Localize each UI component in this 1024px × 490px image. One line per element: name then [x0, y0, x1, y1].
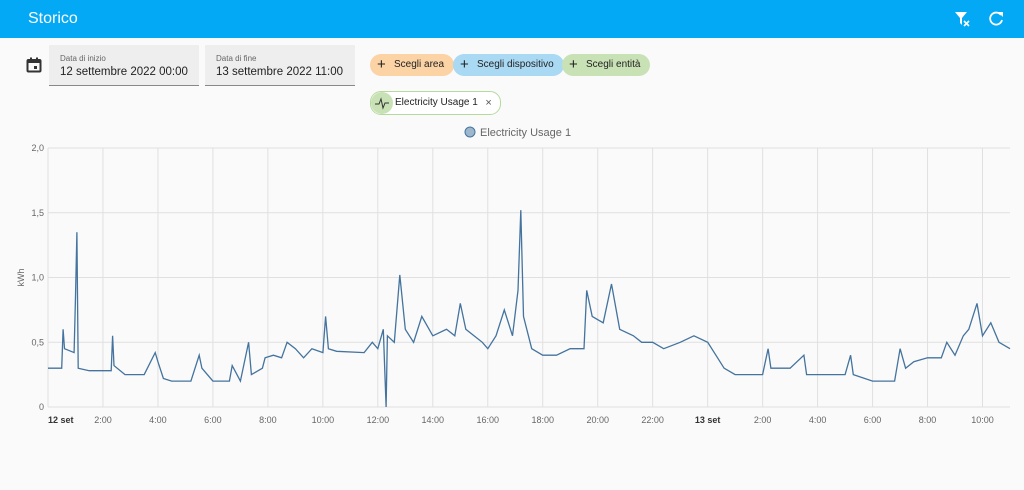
chip-label: Scegli entità [586, 59, 641, 70]
start-label: Data di inizio [60, 54, 106, 63]
x-tick-label: 16:00 [477, 415, 500, 425]
y-tick-label: 0,5 [31, 337, 44, 347]
x-tick-label: 20:00 [586, 415, 609, 425]
end-date[interactable]: Data di fine 13 settembre 2022 11:00 [205, 45, 355, 86]
calendar-icon[interactable] [26, 57, 42, 73]
page-title: Storico [28, 10, 78, 27]
y-tick-label: 1,5 [31, 208, 44, 218]
legend-label: Electricity Usage 1 [480, 127, 571, 139]
y-tick-label: 0 [39, 402, 44, 412]
remove-icon[interactable]: × [485, 97, 492, 109]
x-tick-label: 8:00 [919, 415, 937, 425]
x-tick-label: 10:00 [312, 415, 335, 425]
refresh-icon[interactable] [989, 11, 1004, 26]
x-tick-label: 4:00 [149, 415, 167, 425]
y-tick-label: 1,0 [31, 273, 44, 283]
x-tick-label: 14:00 [422, 415, 445, 425]
x-tick-label: 12 set [48, 415, 74, 425]
x-tick-label: 12:00 [367, 415, 390, 425]
x-tick-label: 18:00 [531, 415, 554, 425]
data-line [48, 210, 1011, 408]
chart: 0 0,5 1,0 1,5 2,0 12 set 2:00 4:00 6:00 8:00 10:00… [16, 126, 1011, 425]
x-tick-label: 2:00 [754, 415, 772, 425]
legend-swatch [464, 126, 476, 138]
x-tick-label: 2:00 [94, 415, 112, 425]
chip-label: Scegli area [394, 59, 445, 70]
x-tick-label: 6:00 [204, 415, 222, 425]
x-tick-label: 8:00 [259, 415, 277, 425]
chip-label: Scegli dispositivo [477, 59, 554, 70]
end-label: Data di fine [216, 54, 257, 63]
entity-icon [371, 92, 393, 114]
x-tick-label: 4:00 [809, 415, 827, 425]
area-chip[interactable]: + Scegli area [370, 54, 455, 76]
y-tick-label: 2,0 [31, 143, 44, 153]
x-tick-label: 10:00 [971, 415, 994, 425]
start-date[interactable]: Data di inizio 12 settembre 2022 00:00 [49, 45, 199, 86]
entity-label: Electricity Usage 1 [395, 97, 478, 108]
clear-filter-icon[interactable] [954, 11, 970, 27]
x-tick-label: 22:00 [641, 415, 664, 425]
selected-entity[interactable]: Electricity Usage 1 × [370, 91, 501, 115]
x-tick-label: 6:00 [864, 415, 882, 425]
start-value: 12 settembre 2022 00:00 [60, 66, 188, 78]
end-value: 13 settembre 2022 11:00 [216, 66, 344, 78]
entity-chip[interactable]: + Scegli entità [562, 54, 651, 76]
x-tick-label: 13 set [695, 415, 721, 425]
device-chip[interactable]: + Scegli dispositivo [453, 54, 564, 76]
y-axis-label: kWh [16, 269, 26, 287]
top-bar: Storico [0, 0, 1024, 38]
